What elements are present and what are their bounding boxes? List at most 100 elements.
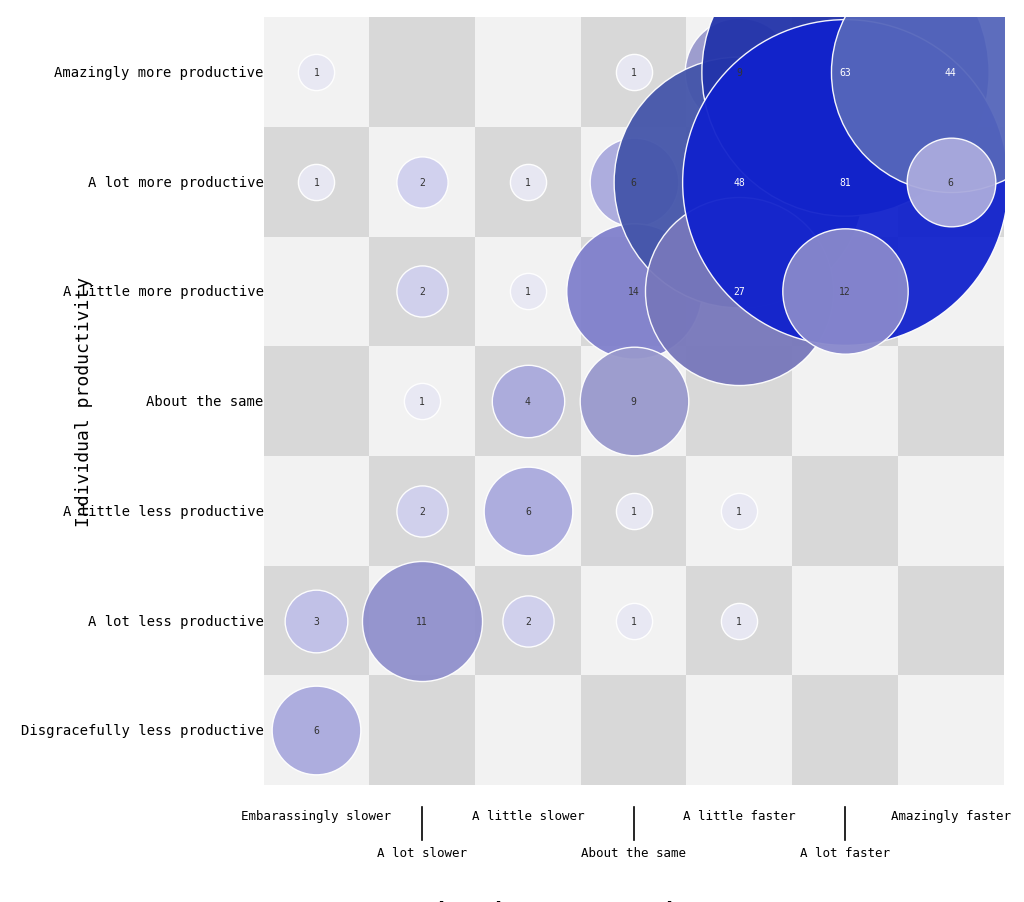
Bar — [793, 18, 898, 128]
Text: 27: 27 — [733, 287, 745, 297]
Point — [626, 175, 642, 189]
Bar — [475, 347, 581, 456]
Text: A lot more productive: A lot more productive — [88, 176, 263, 189]
Text: Embarassingly slower: Embarassingly slower — [242, 809, 391, 823]
Bar — [686, 18, 793, 128]
Text: 6: 6 — [948, 178, 953, 188]
Text: A lot less productive: A lot less productive — [88, 614, 263, 628]
Text: Team delivering faster with Scala than Java?: Team delivering faster with Scala than J… — [321, 900, 947, 902]
Point — [731, 66, 748, 80]
Bar — [581, 237, 686, 347]
Point — [837, 175, 853, 189]
Point — [308, 723, 325, 738]
Text: 6: 6 — [525, 506, 530, 516]
Text: 1: 1 — [631, 68, 637, 78]
Point — [626, 613, 642, 628]
Point — [626, 285, 642, 299]
Bar — [898, 128, 1004, 237]
Point — [731, 285, 748, 299]
Text: 11: 11 — [417, 616, 428, 626]
Bar — [793, 237, 898, 347]
Bar — [793, 676, 898, 786]
Text: 44: 44 — [945, 68, 956, 78]
Bar — [793, 456, 898, 566]
Bar — [263, 676, 370, 786]
Text: 1: 1 — [631, 506, 637, 516]
Bar — [581, 566, 686, 676]
Text: 6: 6 — [313, 725, 319, 735]
Bar — [370, 676, 475, 786]
Bar — [898, 347, 1004, 456]
Text: Disgracefully less productive: Disgracefully less productive — [20, 723, 263, 738]
Point — [308, 66, 325, 80]
Text: 2: 2 — [419, 178, 425, 188]
Text: 12: 12 — [839, 287, 851, 297]
Text: 2: 2 — [525, 616, 530, 626]
Text: A little less productive: A little less productive — [62, 504, 263, 519]
Bar — [263, 347, 370, 456]
Bar — [686, 676, 793, 786]
Point — [837, 285, 853, 299]
Bar — [475, 237, 581, 347]
Point — [519, 504, 536, 519]
Point — [731, 175, 748, 189]
Bar — [370, 347, 475, 456]
Point — [731, 613, 748, 628]
Point — [414, 613, 430, 628]
Bar — [370, 18, 475, 128]
Text: Individual productivity: Individual productivity — [75, 277, 93, 527]
Text: 1: 1 — [313, 178, 319, 188]
Bar — [581, 347, 686, 456]
Point — [837, 66, 853, 80]
Bar — [475, 456, 581, 566]
Bar — [370, 456, 475, 566]
Text: 1: 1 — [525, 178, 530, 188]
Point — [942, 175, 958, 189]
Point — [626, 394, 642, 409]
Text: 1: 1 — [313, 68, 319, 78]
Bar — [475, 566, 581, 676]
Point — [519, 175, 536, 189]
Point — [942, 66, 958, 80]
Point — [519, 394, 536, 409]
Bar — [263, 128, 370, 237]
Bar — [475, 676, 581, 786]
Point — [414, 285, 430, 299]
Point — [414, 504, 430, 519]
Bar — [686, 128, 793, 237]
Text: 3: 3 — [313, 616, 319, 626]
Bar — [898, 18, 1004, 128]
Bar — [898, 237, 1004, 347]
Bar — [793, 566, 898, 676]
Bar — [793, 128, 898, 237]
Bar — [686, 347, 793, 456]
Point — [308, 613, 325, 628]
Text: Amazingly more productive: Amazingly more productive — [54, 66, 263, 80]
Text: 2: 2 — [419, 506, 425, 516]
Bar — [686, 566, 793, 676]
Bar — [263, 456, 370, 566]
Text: 9: 9 — [736, 68, 742, 78]
Text: A lot faster: A lot faster — [800, 845, 890, 859]
Text: A little more productive: A little more productive — [62, 285, 263, 299]
Bar — [686, 237, 793, 347]
Text: About the same: About the same — [581, 845, 686, 859]
Bar — [263, 18, 370, 128]
Text: 4: 4 — [525, 397, 530, 407]
Text: 63: 63 — [839, 68, 851, 78]
Bar — [370, 566, 475, 676]
Text: 14: 14 — [628, 287, 639, 297]
Bar — [686, 456, 793, 566]
Point — [414, 175, 430, 189]
Point — [308, 175, 325, 189]
Bar — [581, 128, 686, 237]
Text: A little slower: A little slower — [472, 809, 584, 823]
Bar — [581, 18, 686, 128]
Text: 81: 81 — [839, 178, 851, 188]
Point — [414, 394, 430, 409]
Bar — [898, 566, 1004, 676]
Bar — [475, 18, 581, 128]
Bar — [581, 676, 686, 786]
Bar — [263, 566, 370, 676]
Text: About the same: About the same — [146, 395, 263, 409]
